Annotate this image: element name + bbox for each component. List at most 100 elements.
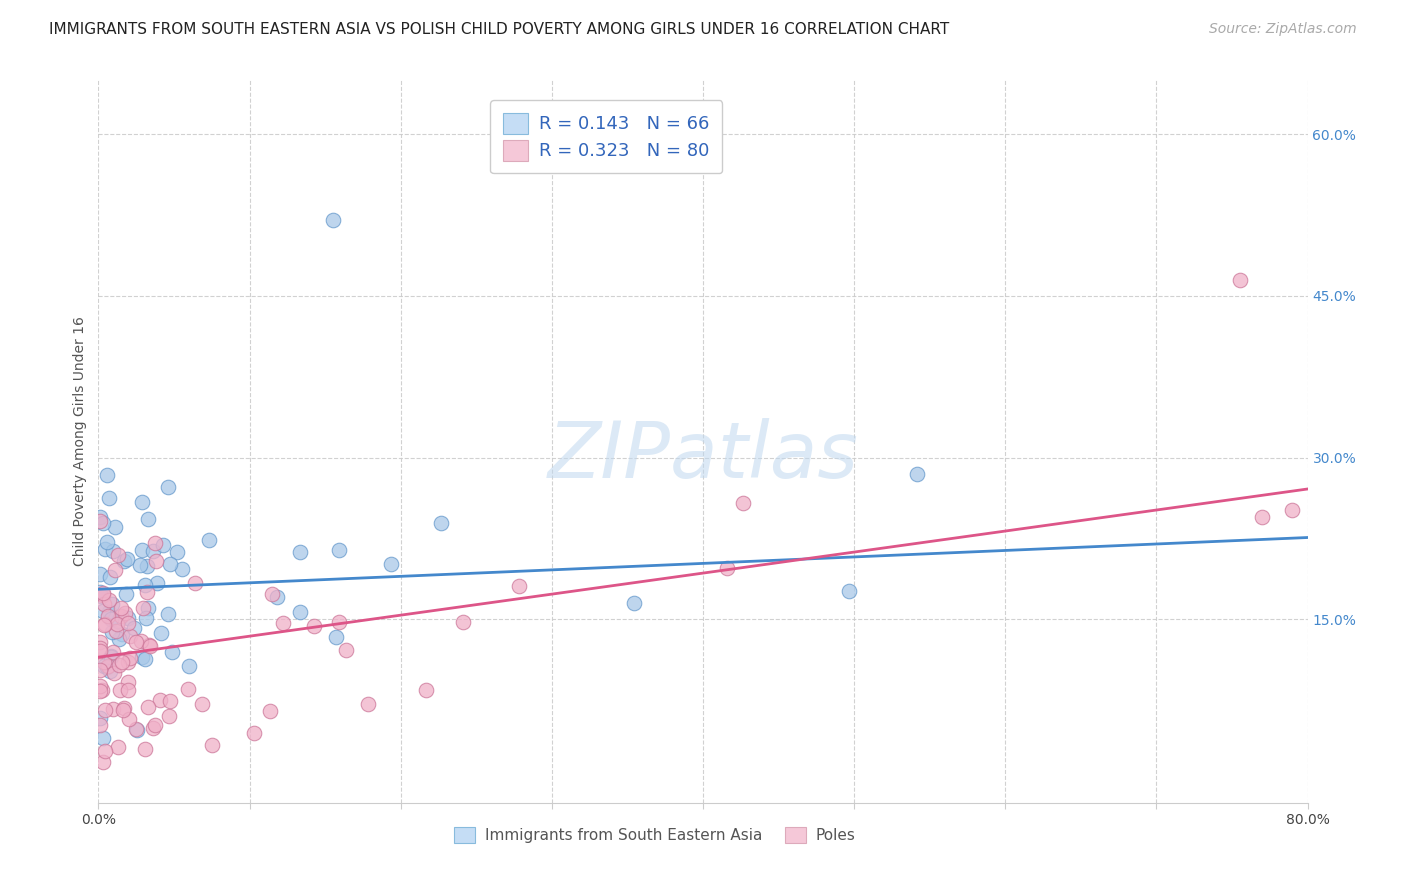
Point [117,683,139,698]
Point [430,516,453,531]
Point [105,617,128,632]
Point [115,552,138,566]
Point [159,694,181,708]
Point [89,711,111,725]
Point [101,701,124,715]
Point [156,607,179,621]
Point [91,682,114,697]
Point [152,538,174,552]
Point [108,658,131,673]
Point [93,655,115,669]
Point [184,576,207,591]
Point [98,570,121,584]
Point [335,643,357,657]
Point [91,755,114,769]
Point [103,563,125,577]
Point [325,630,347,644]
Point [89,640,111,655]
Point [100,648,122,663]
Point [124,620,146,634]
Point [89,584,111,599]
Point [108,632,131,647]
Point [129,634,152,648]
Point [197,533,219,547]
Point [134,578,156,592]
Point [259,704,281,718]
Point [134,652,156,666]
Point [131,495,153,509]
Point [149,693,172,707]
Point [89,509,111,524]
Point [322,213,344,227]
Point [100,612,122,626]
Y-axis label: Child Poverty Among Girls Under 16: Child Poverty Among Girls Under 16 [73,317,87,566]
Point [118,651,141,665]
Point [273,616,295,631]
Point [103,666,125,681]
Point [110,600,132,615]
Point [91,586,114,600]
Point [136,559,159,574]
Point [136,600,159,615]
Point [177,682,200,697]
Point [1281,503,1303,517]
Text: ZIPatlas: ZIPatlas [547,418,859,494]
Point [107,740,129,755]
Point [838,583,860,598]
Point [101,625,124,640]
Point [89,634,111,648]
Point [129,558,152,572]
Point [89,643,111,657]
Point [111,655,134,669]
Point [89,567,111,582]
Point [101,597,124,611]
Point [905,467,928,481]
Point [89,663,111,677]
Point [112,554,135,568]
Point [89,514,111,528]
Point [623,596,645,610]
Point [93,617,115,632]
Point [288,545,311,559]
Point [380,557,402,571]
Point [117,611,139,625]
Point [415,683,437,698]
Point [104,624,127,639]
Point [138,638,160,652]
Point [94,617,117,632]
Point [117,615,139,630]
Point [159,557,181,571]
Point [117,656,139,670]
Point [104,520,127,534]
Point [179,659,201,673]
Point [1229,273,1251,287]
Point [134,742,156,756]
Point [96,658,118,673]
Point [91,516,114,530]
Point [97,608,120,623]
Point [157,709,180,723]
Point [96,468,118,483]
Point [98,491,121,505]
Point [131,543,153,558]
Point [145,554,167,568]
Point [156,480,179,494]
Point [96,534,118,549]
Point [93,659,115,673]
Point [91,731,114,745]
Point [114,607,136,621]
Point [288,605,311,619]
Point [115,587,138,601]
Point [1251,509,1274,524]
Point [127,723,149,737]
Point [302,619,325,633]
Point [97,605,120,619]
Point [166,545,188,559]
Point [90,589,112,603]
Point [716,561,738,575]
Point [110,609,132,624]
Point [111,626,134,640]
Point [146,576,169,591]
Point [160,645,183,659]
Point [103,645,125,659]
